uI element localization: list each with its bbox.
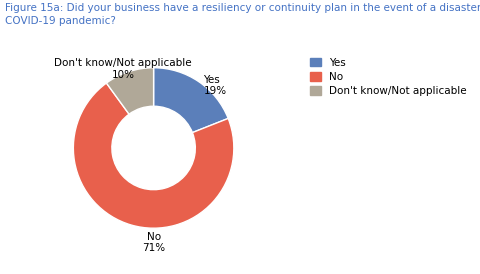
Wedge shape	[107, 68, 154, 114]
Text: Don't know/Not applicable
10%: Don't know/Not applicable 10%	[54, 58, 192, 80]
Legend: Yes, No, Don't know/Not applicable: Yes, No, Don't know/Not applicable	[307, 55, 470, 99]
Wedge shape	[73, 83, 234, 228]
Text: No
71%: No 71%	[142, 232, 165, 253]
Text: Figure 15a: Did your business have a resiliency or continuity plan in the event : Figure 15a: Did your business have a res…	[5, 3, 480, 26]
Wedge shape	[154, 68, 228, 133]
Text: Yes
19%: Yes 19%	[204, 75, 227, 96]
